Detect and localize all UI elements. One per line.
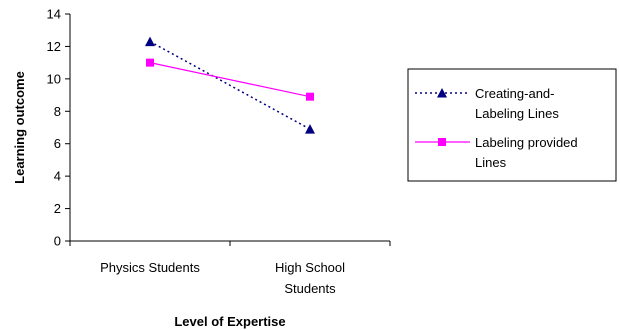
x-tick-label: Students bbox=[284, 281, 336, 296]
legend-swatch-marker bbox=[437, 88, 447, 98]
y-tick-label: 0 bbox=[54, 234, 61, 249]
legend-label: Lines bbox=[475, 155, 507, 170]
data-point bbox=[145, 36, 155, 47]
legend-box bbox=[407, 68, 617, 182]
y-tick-label: 12 bbox=[47, 39, 61, 54]
x-axis-title: Level of Expertise bbox=[174, 314, 285, 329]
y-tick-label: 4 bbox=[54, 169, 61, 184]
y-tick-label: 2 bbox=[54, 201, 61, 216]
series-1 bbox=[146, 58, 314, 101]
legend-label: Creating-and- bbox=[475, 86, 555, 101]
y-tick-label: 6 bbox=[54, 136, 61, 151]
legend-swatch-marker bbox=[438, 138, 446, 146]
axes: 0 2 4 6 8 10 12 14 Physics Students High School St… bbox=[12, 7, 391, 329]
y-axis-title: Learning outcome bbox=[12, 71, 27, 184]
series-line bbox=[149, 62, 311, 98]
legend: Creating-and- Labeling Lines Labeling prov… bbox=[407, 68, 617, 182]
series-0 bbox=[145, 36, 315, 134]
x-tick-label: High School bbox=[275, 260, 345, 275]
data-point bbox=[146, 58, 154, 67]
y-tick-label: 14 bbox=[47, 7, 61, 22]
series-line bbox=[149, 40, 311, 130]
legend-label: Labeling Lines bbox=[475, 106, 559, 121]
y-tick-label: 10 bbox=[47, 71, 61, 86]
data-point bbox=[306, 92, 314, 101]
legend-label: Labeling provided bbox=[475, 135, 578, 150]
y-tick-label: 8 bbox=[54, 104, 61, 119]
x-tick-label: Physics Students bbox=[100, 260, 200, 275]
data-point bbox=[305, 124, 315, 134]
series-layer bbox=[145, 36, 315, 134]
